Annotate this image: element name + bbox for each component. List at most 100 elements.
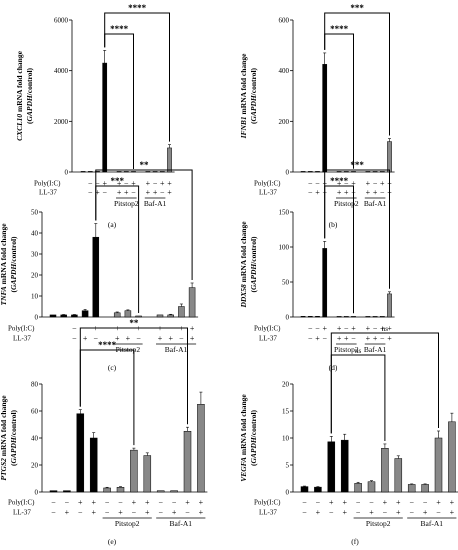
bar [314,486,322,493]
ll37-sign: − [380,334,385,343]
ylabel-part: /control) [9,236,18,265]
ll37-sign: − [185,508,190,517]
y-tick-label: 50 [282,279,290,287]
significance-label: *** [350,3,364,13]
group-label-pitstop: Pitstop2 [114,199,139,208]
ll37-sign: + [450,508,455,517]
ll37-sign: − [356,508,361,517]
polyic-sign: − [88,179,93,188]
significance-label: ** [139,160,149,170]
row-label-polyic: Poly(I:C) [254,499,281,507]
group-label-baf: Baf-A1 [170,519,193,528]
polyic-sign: − [369,498,374,507]
ll37-sign: − [102,188,107,197]
bar [407,484,416,493]
significance-bracket [330,354,386,441]
bar [124,310,132,318]
significance-label: ns [355,347,362,355]
bar [76,413,85,493]
ll37-sign: + [396,508,401,517]
significance-bracket [324,33,354,169]
polyic-sign: − [105,498,110,507]
bar [315,171,320,173]
bar [156,314,164,318]
ll37-sign: + [167,188,172,197]
ylabel-suffix: mRNA fold change [15,50,24,113]
bar [315,316,320,318]
y-tick-label: 6000 [54,17,69,25]
row-label-ll37: LL-37 [13,509,31,517]
row-label-ll37: LL-37 [13,335,31,343]
y-tick-label: 10 [31,293,39,301]
ll37-sign: + [342,508,347,517]
ylabel-part: /control) [249,67,258,96]
bar [421,484,429,493]
ll37-sign: + [423,508,428,517]
polyic-sign: + [436,498,441,507]
group-label-baf: Baf-A1 [421,519,444,528]
significance-label: **** [330,176,349,186]
ll37-sign: + [387,334,392,343]
row-label-ll37: LL-37 [39,189,57,197]
y-tick-label: 0 [286,314,290,322]
bar [434,437,443,493]
significance-bracket [324,169,390,289]
bar [89,437,98,493]
ll37-sign: + [315,334,320,343]
polyic-sign: + [160,179,165,188]
polyic-sign: − [423,498,428,507]
bar [113,312,121,318]
polyic-sign: + [342,498,347,507]
ll37-sign: + [315,188,320,197]
polyic-sign: + [167,179,172,188]
polyic-sign: − [373,324,378,333]
polyic-sign: + [185,498,190,507]
bar [365,171,371,173]
gene-name: CXCL10 [15,114,24,141]
ll37-sign: − [158,508,163,517]
ll37-sign: + [168,334,173,343]
y-tick-label: 40 [31,230,39,238]
bar [367,481,376,493]
y-tick-label: 0 [286,169,290,177]
ylabel-part: GAPDH [249,263,258,290]
row-label-ll37: LL-37 [259,335,277,343]
ll37-sign: − [380,188,385,197]
gene-name: IFNB1 [239,116,248,139]
ylabel-part: ( [9,463,18,466]
bar [170,490,178,493]
significance-label: **** [330,24,349,34]
row-label-polyic: Poly(I:C) [254,180,281,188]
bar [343,171,349,173]
polyic-sign: − [316,498,321,507]
polyic-sign: − [344,179,349,188]
group-label-baf: Baf-A1 [144,199,167,208]
bar [448,421,456,493]
ylabel-part: ( [9,290,18,293]
bar [116,171,122,173]
ll37-sign: − [88,188,93,197]
ll37-sign: − [136,334,141,343]
y-tick-label: 4000 [54,67,69,75]
significance-label: *** [110,176,124,186]
bar [387,293,392,318]
ll37-sign: + [366,188,371,197]
significance-bracket [104,12,170,142]
bar [116,487,125,493]
polyic-sign: − [153,179,158,188]
ll37-sign: + [337,188,342,197]
group-label-pitstop: Pitstop2 [115,519,140,528]
polyic-sign: − [344,324,349,333]
bar [379,316,385,318]
ll37-sign: + [146,188,151,197]
bar [131,171,136,173]
row-label-polyic: Poly(I:C) [8,325,35,333]
bar [343,316,349,318]
ll37-sign: + [369,508,374,517]
panel-label: (b) [329,220,338,229]
group-label-baf: Baf-A1 [364,199,387,208]
ll37-sign: − [78,508,83,517]
